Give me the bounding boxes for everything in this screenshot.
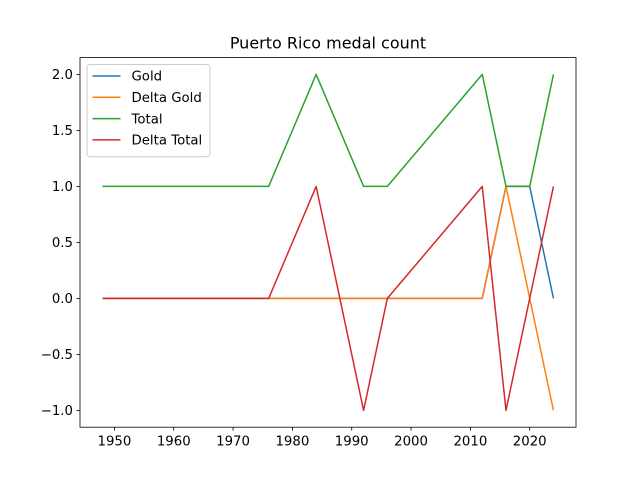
legend-label-delta-gold: Delta Gold — [132, 91, 202, 106]
axes-layer: 1950 1960 1970 1980 1990 2000 2010 2020 −1.0 −0.5… — [41, 57, 577, 450]
legend-label-delta-total: Delta Total — [132, 134, 203, 149]
x-tick-label: 1990 — [335, 435, 369, 450]
y-tick-label: −0.5 — [41, 348, 73, 363]
x-tick-label: 1970 — [216, 435, 250, 450]
series-line-delta-total — [102, 185, 555, 412]
y-tick-label: 1.5 — [52, 124, 73, 139]
x-tick-label: 1980 — [275, 435, 309, 450]
y-tick-label: 2.0 — [52, 68, 73, 83]
series-line-total — [102, 73, 555, 188]
x-tick-label: 1960 — [157, 435, 191, 450]
y-tick-label: 0.0 — [52, 292, 73, 307]
chart-title: Puerto Rico medal count — [230, 34, 426, 53]
x-tick-label: 2000 — [394, 435, 428, 450]
x-tick-label: 2020 — [513, 435, 547, 450]
y-tick-label: 0.5 — [52, 236, 73, 251]
legend-box — [86, 64, 211, 158]
x-tick-label: 2010 — [453, 435, 487, 450]
series-layer — [102, 73, 555, 412]
legend-label-gold: Gold — [132, 70, 163, 85]
legend-label-total: Total — [131, 112, 163, 127]
legend: Gold Delta Gold Total Delta Total — [86, 64, 211, 158]
x-tick-label: 1950 — [97, 435, 131, 450]
y-tick-label: 1.0 — [52, 180, 73, 195]
y-tick-label: −1.0 — [41, 404, 73, 419]
